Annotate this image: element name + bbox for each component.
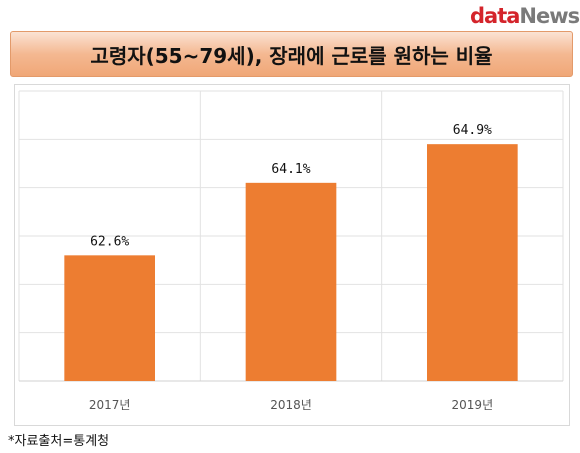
x-tick-label: 2017년 (89, 398, 131, 412)
bar (64, 255, 155, 381)
chart-title: 고령자(55~79세), 장래에 근로를 원하는 비율 (90, 43, 493, 68)
chart-frame: 62.6% 2017년 64.1% 2018년 64.9% 2019년 (14, 84, 570, 426)
data-label: 62.6% (90, 234, 129, 249)
logo-part-data: data (470, 4, 520, 28)
bar (427, 144, 518, 381)
source-note: *자료출처=통계청 (8, 434, 110, 449)
data-label: 64.9% (453, 123, 492, 138)
x-tick-label: 2018년 (270, 398, 312, 412)
data-label: 64.1% (271, 162, 310, 177)
logo-part-news: News (519, 4, 580, 28)
bar (245, 182, 337, 381)
datanews-logo: dataNews (470, 4, 580, 30)
chart-title-bar: 고령자(55~79세), 장래에 근로를 원하는 비율 (10, 31, 573, 77)
x-tick-label: 2019년 (452, 398, 494, 412)
bar-chart: 62.6% 2017년 64.1% 2018년 64.9% 2019년 (18, 90, 564, 412)
